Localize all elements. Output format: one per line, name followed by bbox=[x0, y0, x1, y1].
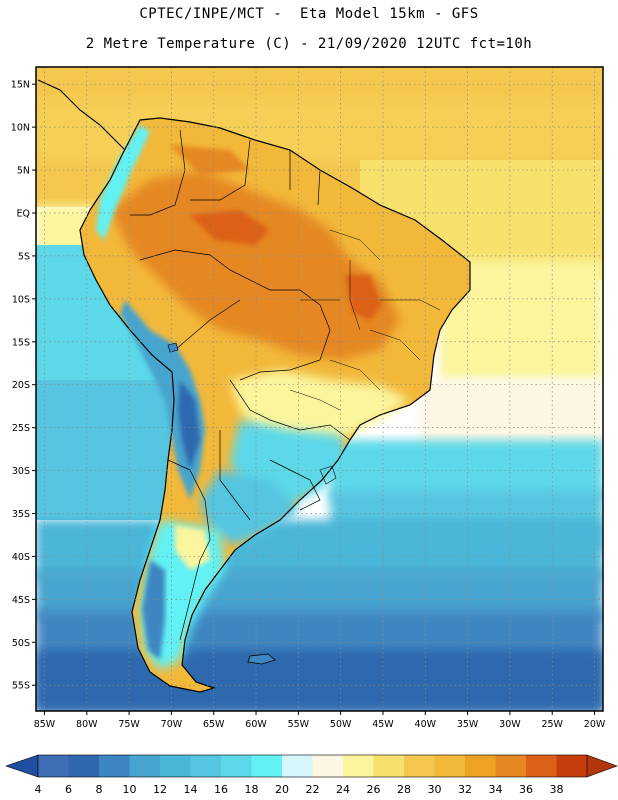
lat-tick-label: 45S bbox=[12, 595, 30, 606]
lon-tick-label: 50W bbox=[330, 719, 352, 730]
ocean-band-55s bbox=[36, 650, 603, 711]
colorbar-label: 8 bbox=[96, 783, 103, 796]
colorbar-swatch bbox=[465, 755, 496, 777]
colorbar-label: 36 bbox=[519, 783, 533, 796]
lat-tick-label: 35S bbox=[12, 509, 30, 520]
colorbar-swatch bbox=[434, 755, 466, 777]
lat-tick-label: 15N bbox=[11, 80, 30, 91]
map-subtitle: 2 Metre Temperature (C) - 21/09/2020 12U… bbox=[85, 36, 533, 52]
colorbar-under-arrow bbox=[5, 754, 39, 778]
colorbar-label: 4 bbox=[35, 783, 42, 796]
brazil-state-borders bbox=[289, 229, 441, 411]
temperature-colorbar: 4 6 8 10 12 14 16 18 20 22 24 26 28 30 32 34 36 38 bbox=[5, 754, 618, 796]
colorbar-swatch bbox=[556, 755, 588, 777]
colorbar-swatch bbox=[160, 755, 191, 777]
lat-tick-label: 30S bbox=[12, 466, 30, 477]
colorbar-frame bbox=[37, 754, 588, 778]
lon-tick-label: 70W bbox=[161, 719, 183, 730]
colorbar-swatch bbox=[404, 755, 435, 777]
andes-cold-central bbox=[120, 300, 205, 500]
lon-tick-label: 85W bbox=[34, 719, 56, 730]
pampas-cool bbox=[200, 470, 300, 545]
colorbar-swatch bbox=[190, 755, 222, 777]
map-title: CPTEC/INPE/MCT - Eta Model 15km - GFS bbox=[139, 6, 479, 22]
lon-tick-label: 65W bbox=[203, 719, 225, 730]
colorbar-over-arrow bbox=[586, 754, 618, 778]
lon-tick-label: 45W bbox=[372, 719, 394, 730]
colorbar-swatch bbox=[38, 755, 69, 777]
colorbar-label: 28 bbox=[397, 783, 411, 796]
lat-tick-label: 15S bbox=[12, 337, 30, 348]
colorbar-swatch bbox=[343, 755, 374, 777]
latitude-axis: 15N 10N 5N EQ 5S 10S 15S 20S 25S 30S 35S 40S 45S 50S 5… bbox=[11, 80, 36, 692]
lon-tick-label: 25W bbox=[541, 719, 563, 730]
lat-tick-label: 40S bbox=[12, 552, 30, 563]
colorbar-swatch bbox=[129, 755, 161, 777]
colorbar-swatch bbox=[221, 755, 252, 777]
colorbar-label: 24 bbox=[336, 783, 350, 796]
colorbar-label: 30 bbox=[428, 783, 442, 796]
amazon-hot-zone bbox=[110, 170, 400, 360]
lon-tick-label: 30W bbox=[499, 719, 521, 730]
central-america-coast bbox=[37, 79, 126, 151]
colorbar-swatch bbox=[251, 755, 283, 777]
patagonia-warm-patch bbox=[175, 525, 210, 570]
lon-tick-label: 35W bbox=[457, 719, 479, 730]
lagoa-dos-patos bbox=[319, 465, 337, 485]
lon-tick-label: 55W bbox=[288, 719, 310, 730]
central-amazon-core bbox=[190, 210, 270, 245]
tocantins-core bbox=[345, 275, 382, 320]
colorbar-label: 6 bbox=[65, 783, 72, 796]
lat-tick-label: 5S bbox=[18, 251, 30, 262]
colorbar-swatch bbox=[68, 755, 100, 777]
lat-lon-gridlines bbox=[36, 67, 603, 711]
colorbar-label: 22 bbox=[306, 783, 320, 796]
colorbar-label: 26 bbox=[367, 783, 381, 796]
map-frame bbox=[35, 66, 604, 712]
ocean-band-caribbean bbox=[36, 100, 603, 160]
lat-tick-label: 20S bbox=[12, 380, 30, 391]
falkland-islands bbox=[247, 653, 276, 665]
colorbar-swatch bbox=[495, 755, 527, 777]
longitude-axis: 85W 80W 75W 70W 65W 60W 55W 50W 45W 40W 35W 30W 25W 2… bbox=[34, 711, 606, 730]
colorbar-label: 20 bbox=[275, 783, 289, 796]
lon-tick-label: 20W bbox=[584, 719, 606, 730]
lat-tick-label: EQ bbox=[17, 208, 30, 219]
colorbar-label: 18 bbox=[245, 783, 259, 796]
colorbar-label: 34 bbox=[489, 783, 503, 796]
temperature-field bbox=[36, 67, 603, 711]
andes-cold-north bbox=[96, 125, 150, 240]
lon-tick-label: 40W bbox=[415, 719, 437, 730]
andes-cold-south bbox=[142, 560, 165, 660]
colorbar-swatch bbox=[282, 755, 313, 777]
ocean-band-pacific-subtropic bbox=[36, 380, 176, 520]
lon-tick-label: 75W bbox=[118, 719, 140, 730]
lat-tick-label: 5N bbox=[17, 166, 30, 177]
lat-tick-label: 10N bbox=[11, 123, 30, 134]
colorbar-label: 14 bbox=[184, 783, 198, 796]
lake-titicaca bbox=[167, 342, 179, 353]
colorbar-swatch bbox=[312, 755, 344, 777]
andes-cold-core bbox=[178, 380, 200, 470]
lat-tick-label: 25S bbox=[12, 423, 30, 434]
lat-tick-label: 10S bbox=[12, 294, 30, 305]
colorbar-label: 38 bbox=[550, 783, 564, 796]
ocean-band-atlantic-20s bbox=[420, 380, 603, 450]
colorbar-swatch bbox=[99, 755, 130, 777]
country-borders bbox=[130, 129, 351, 641]
coastline bbox=[79, 117, 471, 693]
venezuela-warm bbox=[170, 145, 250, 175]
lat-tick-label: 50S bbox=[12, 638, 30, 649]
colorbar-label: 32 bbox=[458, 783, 472, 796]
colorbar-swatch bbox=[373, 755, 405, 777]
colorbar-label: 16 bbox=[214, 783, 228, 796]
colorbar-label: 10 bbox=[123, 783, 137, 796]
lat-tick-label: 55S bbox=[12, 681, 30, 692]
lon-tick-label: 80W bbox=[76, 719, 98, 730]
lon-tick-label: 60W bbox=[245, 719, 267, 730]
colorbar-swatch bbox=[526, 755, 557, 777]
colorbar-label: 12 bbox=[153, 783, 167, 796]
